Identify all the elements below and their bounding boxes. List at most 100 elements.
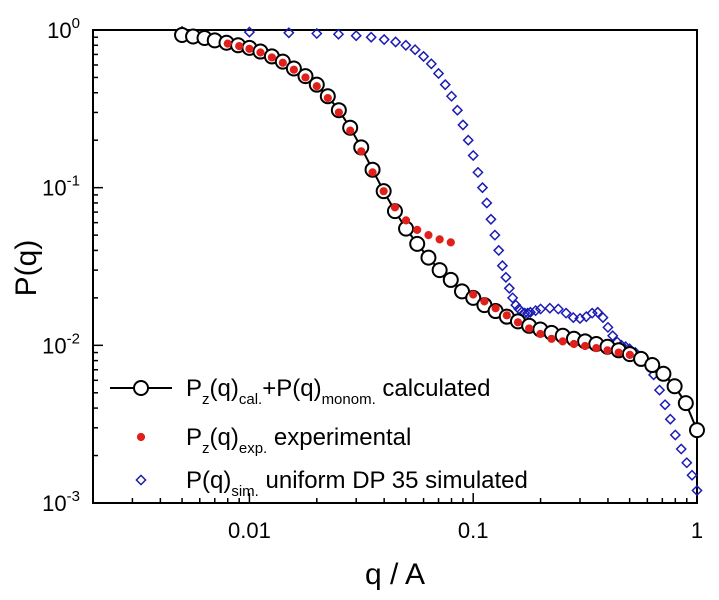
data-point	[592, 344, 601, 353]
data-point	[401, 216, 411, 225]
data-point	[574, 312, 586, 325]
data-point	[666, 378, 683, 395]
data-point	[457, 119, 469, 131]
y-tick-label: 10-2	[42, 330, 80, 358]
data-point	[409, 235, 426, 252]
data-point	[378, 33, 390, 46]
data-point	[602, 321, 614, 334]
legend-label: P(q)sim. uniform DP 35 simulated	[186, 467, 528, 500]
data-point	[552, 303, 564, 315]
data-point	[476, 182, 489, 194]
y-tick-label: 100	[47, 15, 80, 43]
data-point	[503, 282, 515, 294]
data-point	[664, 413, 676, 425]
x-tick-label: 0.01	[228, 518, 271, 543]
data-point	[502, 311, 511, 320]
legend-entry: Pz(q)exp. experimental	[136, 424, 411, 457]
data-point	[580, 341, 590, 351]
data-point	[659, 399, 671, 411]
data-point	[445, 90, 458, 102]
data-point	[435, 235, 444, 244]
x-axis-ticks: 0.01 0.1 1	[92, 493, 703, 543]
data-point	[451, 104, 464, 116]
data-point	[669, 429, 681, 441]
y-axis-ticks: 100 10-1 10-2 10-3	[42, 15, 103, 516]
data-point	[536, 329, 545, 339]
data-point	[400, 39, 412, 51]
data-point	[524, 306, 536, 318]
data-point	[607, 330, 619, 342]
data-point	[467, 149, 479, 162]
data-point	[283, 27, 295, 39]
legend-entry: Pz(q)cal.+P(q)monom. calculated	[110, 375, 491, 408]
data-point	[472, 166, 484, 179]
data-point	[417, 50, 430, 63]
x-tick-label: 0.1	[458, 518, 489, 543]
legend-marker	[135, 474, 147, 486]
series-2	[223, 39, 634, 359]
data-point	[597, 311, 609, 324]
data-point	[289, 65, 298, 74]
data-point	[256, 48, 265, 57]
data-point	[462, 134, 474, 146]
data-point	[560, 307, 572, 319]
data-point	[485, 213, 497, 225]
series-1	[174, 26, 705, 439]
plot-frame	[92, 29, 698, 504]
data-point	[442, 271, 459, 288]
data-point	[278, 58, 287, 67]
data-point	[323, 93, 332, 103]
data-point	[529, 304, 542, 317]
data-point	[334, 108, 343, 117]
data-point	[489, 229, 501, 241]
legend-entry: P(q)sim. uniform DP 35 simulated	[135, 467, 528, 500]
data-point	[420, 249, 437, 266]
data-point	[491, 304, 500, 313]
data-point	[365, 31, 377, 43]
data-point	[446, 238, 455, 247]
data-point	[547, 334, 556, 343]
y-tick-label: 10-1	[42, 173, 80, 201]
data-point	[301, 73, 310, 82]
series-line	[181, 33, 698, 431]
data-point	[675, 443, 687, 455]
legend-marker	[133, 380, 149, 396]
y-tick-label: 10-3	[42, 488, 80, 516]
data-point	[390, 203, 400, 212]
data-point	[569, 339, 579, 349]
data-point	[243, 26, 256, 38]
data-point	[424, 231, 433, 240]
data-point	[431, 262, 448, 279]
data-point	[500, 271, 512, 283]
data-point	[235, 42, 244, 51]
data-point	[655, 365, 672, 382]
data-point	[357, 147, 366, 156]
series-layer	[174, 25, 705, 497]
data-point	[496, 260, 509, 272]
x-axis-title: q / A	[365, 558, 425, 591]
data-point	[245, 44, 254, 53]
data-point	[592, 306, 604, 318]
data-point	[409, 44, 421, 56]
x-tick-label: 1	[691, 518, 703, 543]
data-point	[379, 187, 388, 196]
data-point	[480, 297, 489, 306]
data-point	[689, 422, 705, 439]
data-point	[681, 457, 693, 469]
data-point	[413, 225, 422, 234]
data-point	[506, 292, 519, 304]
series-3	[176, 25, 703, 497]
legend-marker	[136, 432, 146, 442]
data-point	[558, 337, 567, 346]
data-point	[311, 27, 323, 40]
data-point	[332, 28, 345, 40]
data-point	[521, 307, 534, 319]
data-point	[425, 58, 438, 70]
data-point	[346, 126, 355, 135]
legend: Pz(q)cal.+P(q)monom. calculated Pz(q)exp.…	[110, 375, 528, 500]
data-point	[223, 39, 232, 48]
data-point	[267, 53, 276, 62]
data-point	[614, 348, 623, 357]
data-point	[544, 302, 556, 314]
